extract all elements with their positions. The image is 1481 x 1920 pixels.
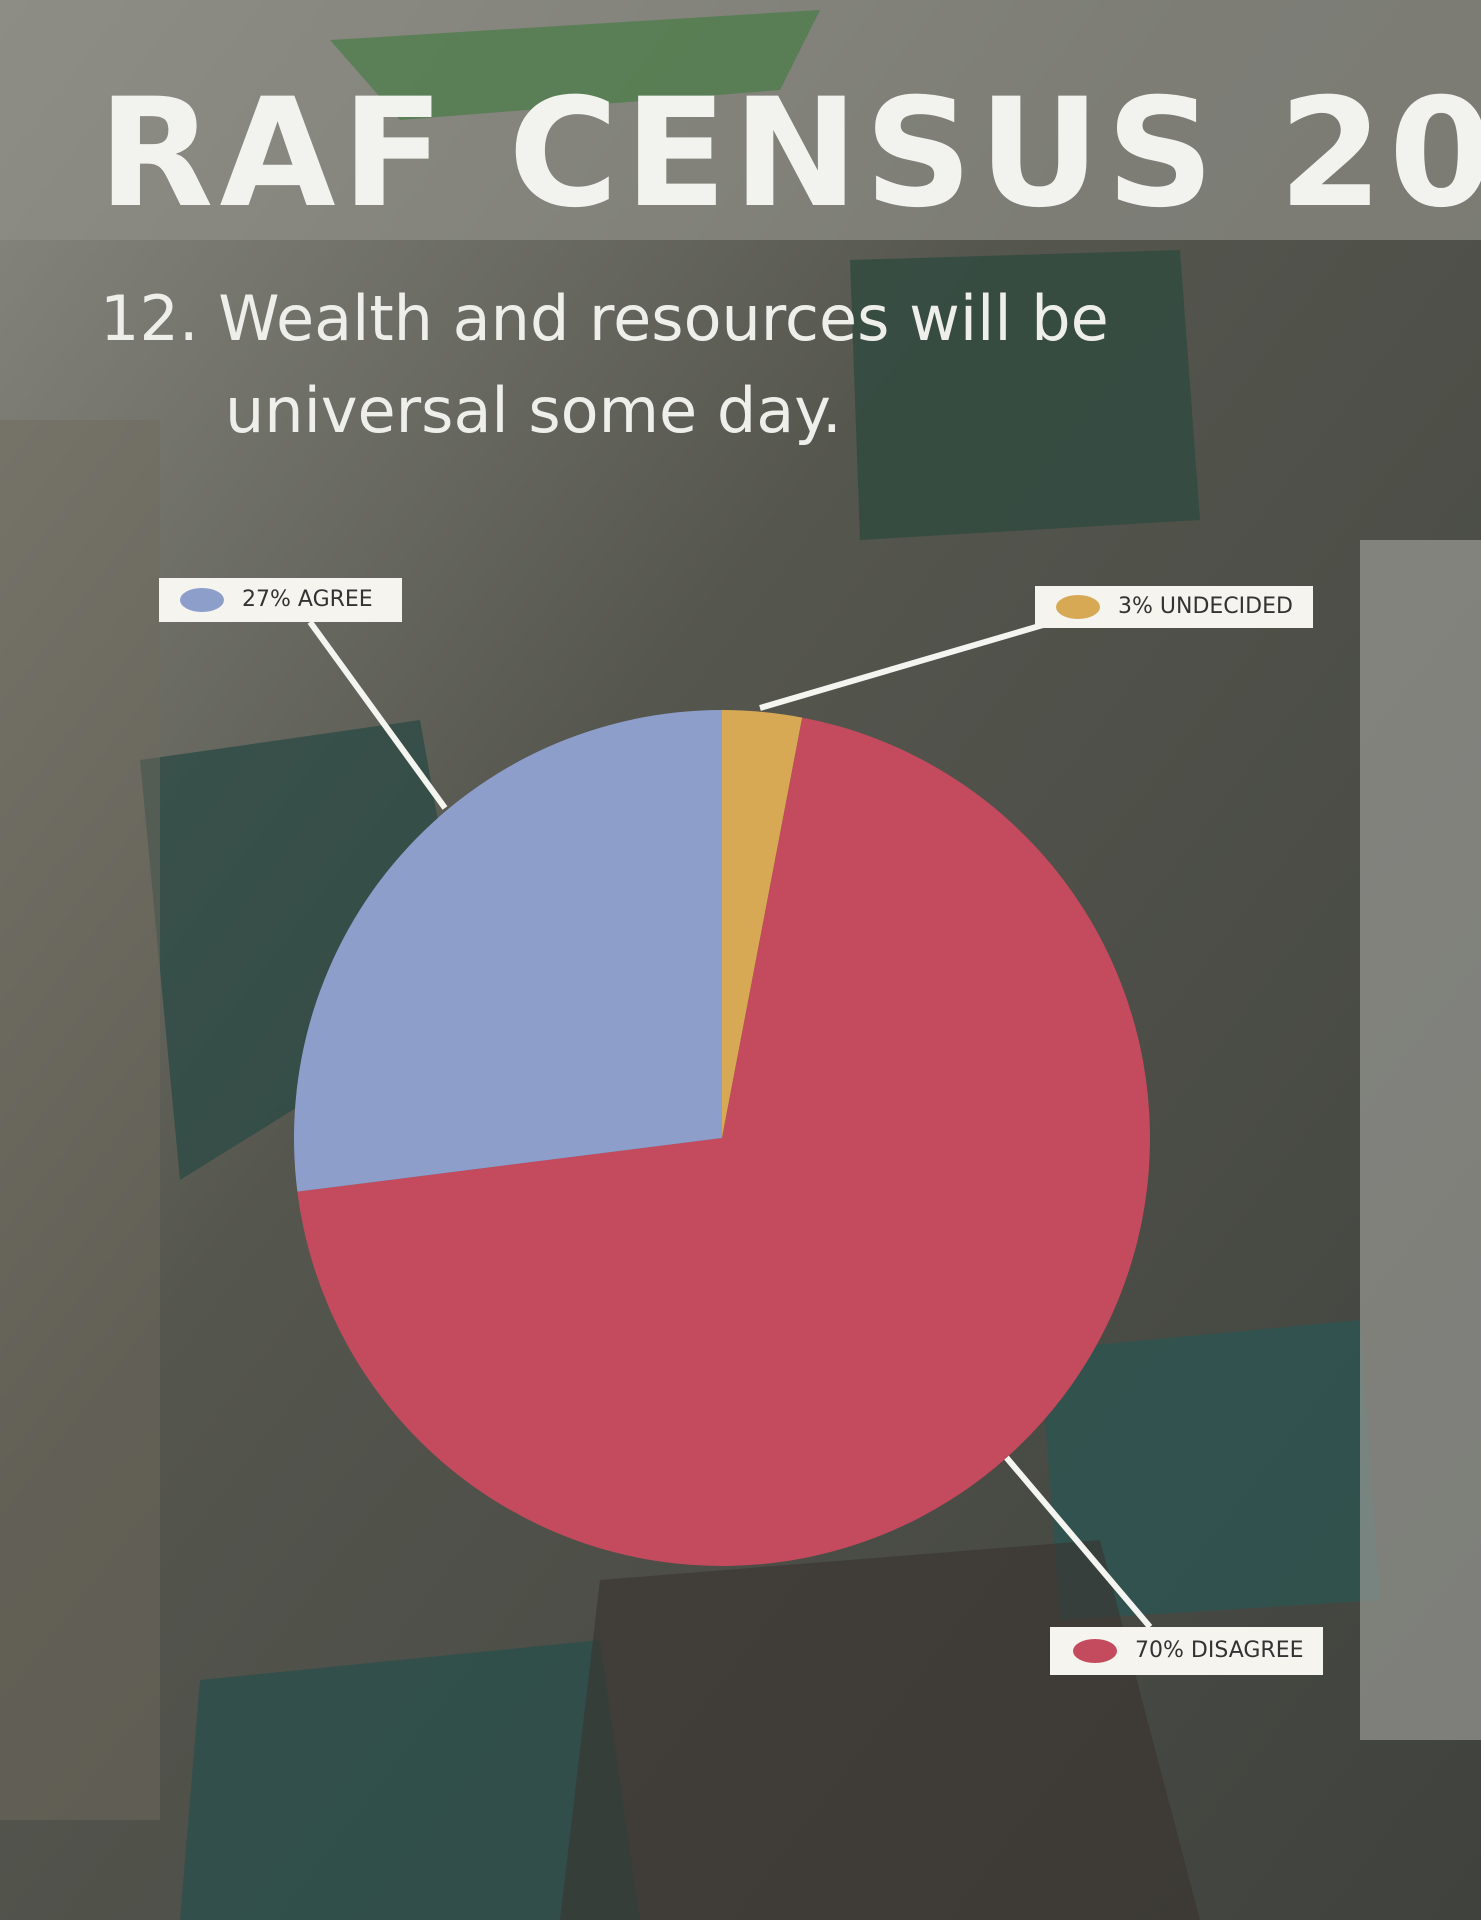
leader-lines (307, 617, 1153, 1629)
data-label: 27% AGREE (242, 587, 373, 612)
pie-slice (294, 710, 722, 1192)
label-boxes (159, 578, 1323, 1675)
value-label: 3% (1118, 594, 1153, 619)
legend-swatch (1073, 1639, 1117, 1663)
chart-title: RAF CENSUS 2010 (98, 67, 1481, 241)
category-label: AGREE (298, 587, 373, 612)
legend-swatch (1056, 595, 1100, 619)
subtitle-line: universal some day. (225, 374, 842, 447)
pie-slice (297, 717, 1150, 1566)
value-label: 70% (1135, 1638, 1184, 1663)
data-label: 3% UNDECIDED (1118, 594, 1293, 619)
data-label: 70% DISAGREE (1135, 1638, 1304, 1663)
category-label: UNDECIDED (1160, 594, 1293, 619)
pie-slice (722, 710, 803, 1138)
value-label: 27% (242, 587, 291, 612)
legend-swatch (180, 588, 224, 612)
pie (294, 710, 1150, 1566)
subtitle-line: 12. Wealth and resources will be (100, 282, 1109, 355)
category-label: DISAGREE (1191, 1638, 1304, 1663)
